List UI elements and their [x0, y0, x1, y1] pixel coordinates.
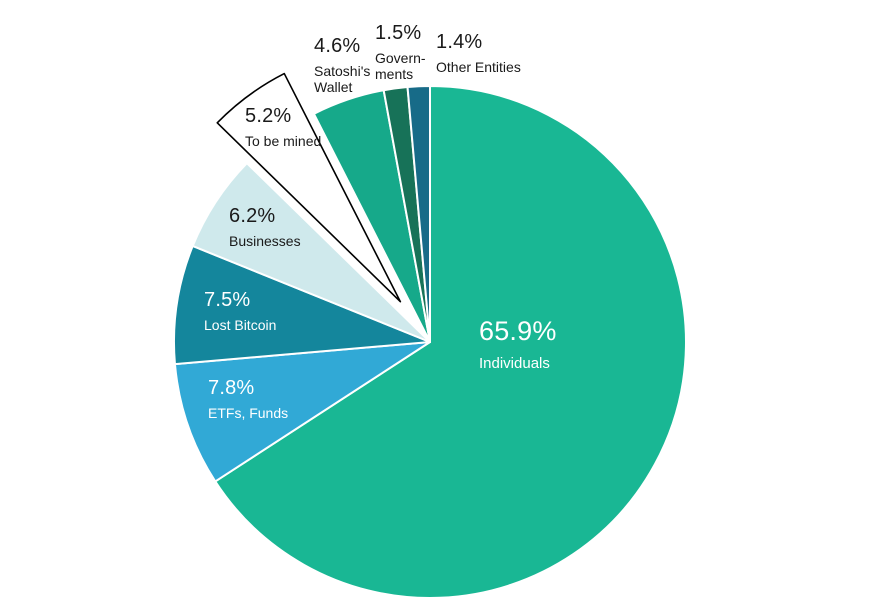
slice-label-etfs-funds: 7.8% ETFs, Funds [208, 377, 288, 421]
slice-label-individuals: 65.9% Individuals [479, 316, 557, 372]
slice-name: To be mined [245, 133, 322, 149]
slice-percent: 1.4% [436, 31, 483, 53]
slice-name-line-1: Satoshi's [314, 63, 371, 79]
slice-name: ETFs, Funds [208, 405, 289, 421]
slice-percent: 7.5% [204, 289, 251, 311]
slice-name: Businesses [229, 233, 301, 249]
slice-label-to-be-mined: 5.2% To be mined [245, 105, 321, 149]
slice-percent: 7.8% [208, 377, 255, 399]
pie-slice-businesses [191, 162, 431, 343]
slice-percent: 6.2% [229, 205, 276, 227]
slice-label-businesses: 6.2% Businesses [229, 205, 301, 249]
slice-name-line-1: Govern- [375, 50, 426, 66]
slice-name-line-2: ments [375, 66, 414, 82]
slice-label-governments: 1.5% Govern- ments [375, 22, 426, 82]
pie-slice-other-entities [406, 85, 431, 343]
slice-name: Individuals [479, 354, 550, 372]
slice-percent: 65.9% [479, 316, 557, 346]
slice-percent: 5.2% [245, 105, 292, 127]
slice-label-lost-bitcoin: 7.5% Lost Bitcoin [204, 289, 276, 333]
pie-slice-individuals [214, 85, 687, 599]
slice-name: Lost Bitcoin [204, 317, 277, 333]
slice-percent: 1.5% [375, 22, 422, 44]
slice-label-other-entities: 1.4% Other Entities [436, 31, 521, 75]
slice-percent: 4.6% [314, 35, 361, 57]
pie-slice-lost-bitcoin [173, 244, 431, 366]
pie-slice-etfs-funds [173, 341, 431, 483]
slice-name: Other Entities [436, 59, 521, 75]
pie-slice-to-be-mined [216, 72, 402, 303]
slice-name-line-2: Wallet [314, 79, 353, 95]
slice-label-satoshis-wallet: 4.6% Satoshi's Wallet [314, 35, 370, 95]
